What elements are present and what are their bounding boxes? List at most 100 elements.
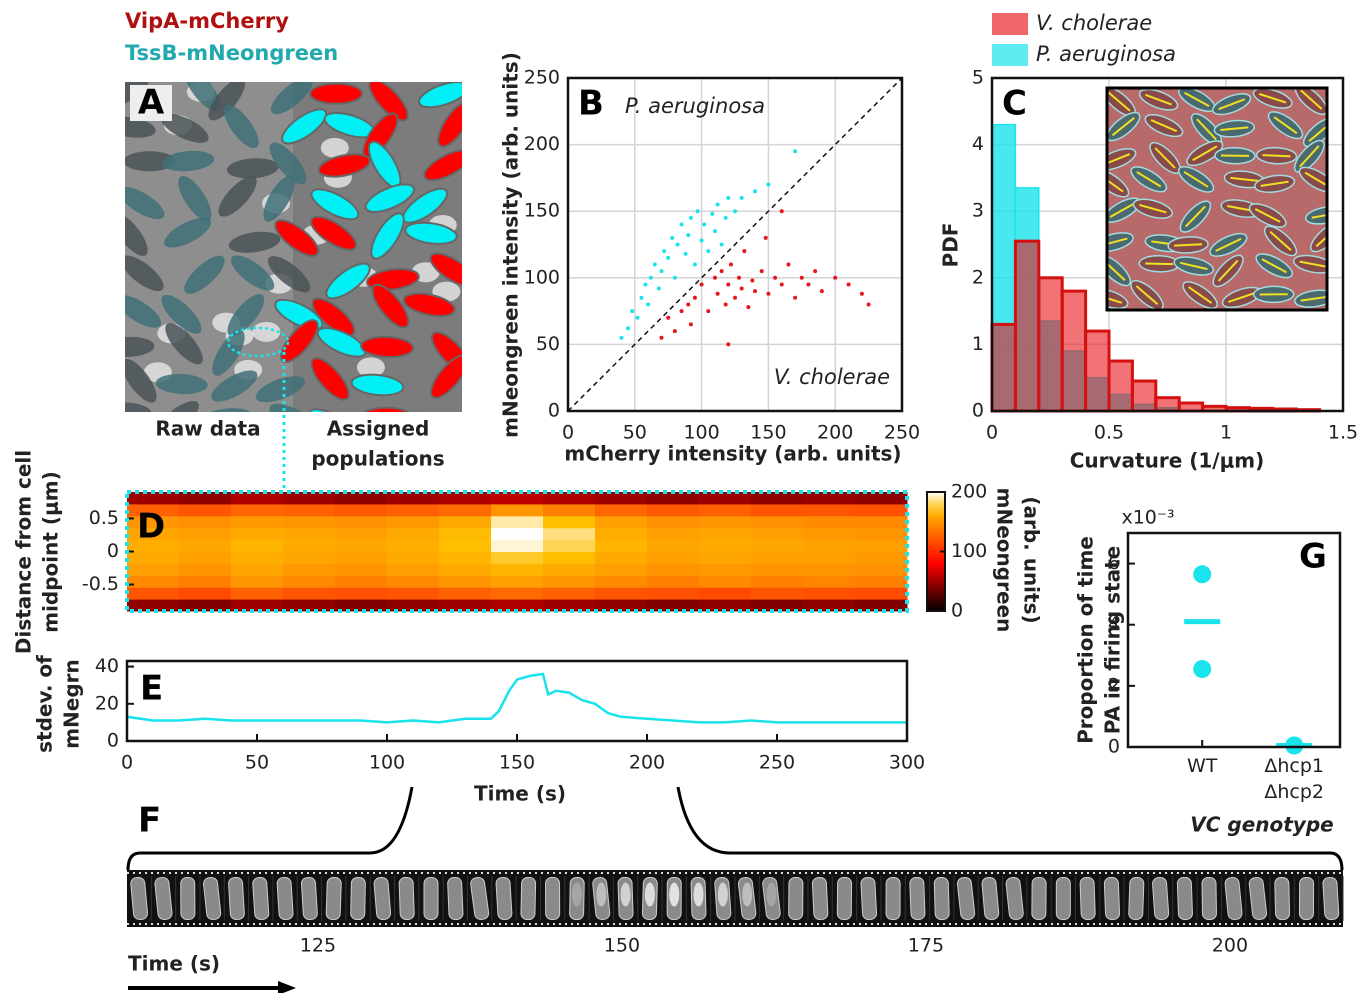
legend-label: TssB-mNeongreen	[125, 41, 338, 65]
frame-cell	[1224, 876, 1243, 921]
point	[662, 249, 667, 254]
frame-glow	[766, 882, 777, 907]
point	[739, 286, 744, 291]
point	[766, 182, 771, 187]
point	[715, 202, 720, 207]
point	[706, 309, 711, 314]
y-tick-label: 200	[524, 133, 560, 155]
point	[706, 249, 711, 254]
cell	[178, 175, 212, 221]
cell	[212, 330, 245, 376]
colorbar-tick-label: 200	[951, 481, 987, 503]
bg-blob	[356, 357, 385, 378]
x-tick-label: 0	[986, 422, 998, 444]
frame-cell	[130, 876, 149, 921]
y-tick-label: 0.5	[89, 507, 119, 529]
point	[646, 302, 651, 307]
point	[719, 242, 724, 247]
heatmap-cell	[127, 527, 180, 541]
inset-centerline	[1145, 93, 1173, 106]
heatmap-cell	[647, 503, 700, 517]
heatmap-cell	[855, 503, 908, 517]
inset-centerline	[1179, 261, 1208, 271]
point	[726, 195, 731, 200]
heatmap-cell	[595, 539, 648, 552]
cell	[125, 255, 164, 292]
point	[819, 289, 824, 294]
cell	[228, 231, 281, 253]
heatmap-cell	[751, 599, 804, 612]
y-tick-label: 0	[1108, 736, 1120, 758]
frame-cell	[276, 876, 294, 921]
y-tick-label: 4	[972, 133, 984, 155]
heatmap-cell	[179, 539, 232, 552]
heatmap-cell	[491, 575, 544, 588]
heatmap-cell	[699, 492, 752, 505]
point	[753, 289, 758, 294]
frame-cell	[569, 876, 585, 921]
frame-cell	[301, 876, 318, 921]
y-axis-label: mNegrn	[60, 659, 84, 749]
axis-multiplier: x10⁻³	[1121, 507, 1174, 529]
point	[739, 195, 744, 200]
x-tick-label: 100	[369, 752, 405, 774]
point	[786, 262, 791, 267]
heatmap-cell	[803, 539, 856, 552]
cell	[310, 188, 360, 221]
panel-label: A	[138, 83, 165, 123]
heatmap-cell	[647, 575, 700, 588]
heatmap-cell	[699, 503, 752, 517]
highlight-frame	[125, 490, 909, 613]
heatmap-cell	[179, 503, 232, 517]
cell	[125, 402, 152, 412]
frame-cell	[373, 876, 392, 921]
heatmap-cell	[491, 492, 544, 505]
frame-cell	[836, 876, 853, 921]
heatmap-cell	[803, 575, 856, 588]
inset-centerline	[1139, 203, 1167, 214]
heatmap-cell	[543, 551, 596, 564]
cell	[161, 294, 202, 334]
legend-swatch	[992, 44, 1028, 66]
heatmap-cell	[699, 563, 752, 576]
heatmap-cell	[127, 599, 180, 612]
cell	[437, 100, 462, 148]
point	[779, 282, 784, 287]
x-tick-label: 50	[623, 422, 647, 444]
heatmap-cell	[543, 503, 596, 517]
cell	[368, 82, 409, 122]
heatmap-cell	[751, 575, 804, 588]
point	[806, 282, 811, 287]
point	[866, 302, 871, 307]
frame-cell	[1248, 876, 1268, 921]
point	[695, 209, 700, 214]
y-axis-label: PDF	[939, 223, 963, 268]
heatmap-cell	[283, 539, 336, 552]
y-tick-label: 40	[95, 655, 119, 677]
point	[675, 242, 680, 247]
heatmap-cell	[595, 599, 648, 612]
cell	[310, 215, 358, 251]
frame-cell	[252, 876, 270, 921]
point	[1193, 565, 1212, 584]
y-tick-label: 3	[972, 200, 984, 222]
axes-frame	[566, 76, 904, 413]
y-tick-label: 5	[972, 67, 984, 89]
caption: populations	[311, 447, 444, 471]
heatmap-cell	[647, 492, 700, 505]
heatmap-cell	[283, 551, 336, 564]
time-arrow-head	[278, 981, 296, 993]
frame-cell	[495, 876, 513, 921]
heatmap-cell	[387, 587, 440, 600]
x-tick-label: 175	[908, 935, 944, 957]
heatmap-cell	[439, 563, 492, 576]
y-axis-label: Proportion of time	[1074, 536, 1098, 744]
cell	[402, 292, 456, 317]
heatmap-cell	[231, 551, 284, 564]
cell	[125, 116, 156, 138]
x-tick-label: 50	[245, 752, 269, 774]
point	[763, 235, 768, 240]
heatmap-cell	[855, 492, 908, 505]
point	[1193, 660, 1212, 679]
